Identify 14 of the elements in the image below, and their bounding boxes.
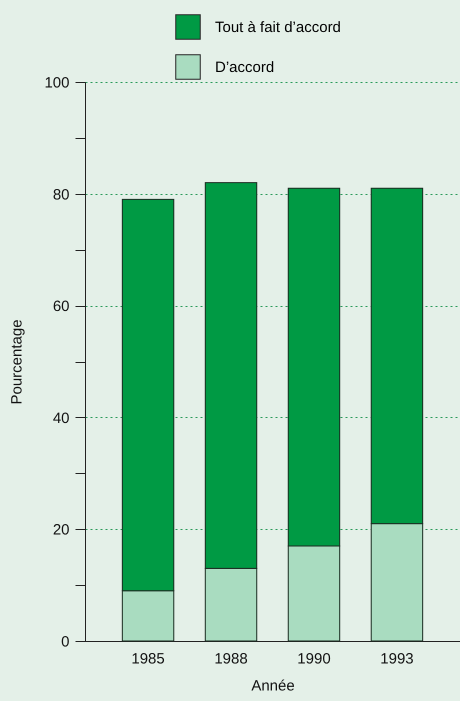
y-tick-label: 80 [52, 186, 70, 204]
y-tick-label: 0 [61, 634, 70, 650]
y-axis-title: Pourcentage [8, 319, 26, 405]
legend-label: Tout à fait d’accord [215, 19, 341, 36]
x-tick-label: 1990 [297, 650, 331, 668]
x-tick-label: 1985 [131, 650, 165, 668]
y-tick-label: 20 [52, 522, 70, 539]
y-tick-label: 100 [44, 74, 70, 92]
y-tick-label: 40 [52, 410, 70, 427]
x-axis-title: Année [251, 678, 295, 694]
x-tick-label: 1988 [214, 650, 248, 668]
legend-label: D’accord [215, 59, 274, 76]
x-tick-label: 1993 [380, 650, 414, 668]
y-tick-label: 60 [52, 298, 70, 316]
